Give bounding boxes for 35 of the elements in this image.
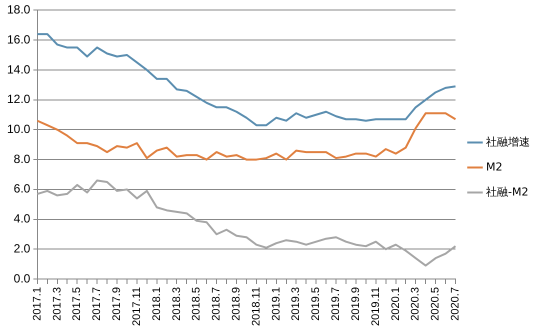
x-tick-label: 2020.1 bbox=[390, 287, 402, 321]
y-tick-label: 18.0 bbox=[6, 2, 31, 17]
x-tick-label: 2019.11 bbox=[370, 287, 382, 326]
legend-label: 社融-M2 bbox=[486, 185, 528, 198]
y-tick-label: 4.0 bbox=[14, 212, 31, 226]
x-tick-label: 2020.5 bbox=[430, 287, 442, 321]
x-tick-label: 2018.5 bbox=[190, 287, 203, 321]
x-tick-label: 2017.1 bbox=[31, 287, 44, 321]
x-tick-label: 2017.3 bbox=[51, 287, 64, 321]
x-tick-label: 2020.7 bbox=[450, 287, 462, 321]
x-tick-label: 2018.3 bbox=[170, 287, 183, 321]
x-tick-label: 2019.3 bbox=[290, 287, 302, 321]
legend-label: 社融增速 bbox=[486, 135, 530, 148]
x-tick-label: 2017.5 bbox=[71, 287, 84, 321]
y-tick-label: 10.0 bbox=[6, 122, 31, 136]
x-tick-label: 2018.11 bbox=[250, 287, 262, 326]
x-tick-label: 2018.1 bbox=[150, 287, 163, 321]
x-tick-label: 2019.5 bbox=[310, 287, 322, 321]
x-tick-label: 2019.9 bbox=[350, 287, 362, 321]
x-tick-label: 2019.1 bbox=[270, 287, 282, 321]
x-tick-label: 2017.7 bbox=[91, 287, 104, 321]
y-tick-label: 2.0 bbox=[14, 241, 31, 256]
y-tick-label: 16.0 bbox=[6, 32, 31, 46]
x-tick-label: 2018.9 bbox=[230, 287, 243, 321]
x-tick-label: 2018.7 bbox=[210, 287, 223, 321]
x-tick-label: 2017.11 bbox=[130, 287, 143, 326]
y-tick-label: 0.0 bbox=[14, 271, 31, 286]
legend-label: M2 bbox=[486, 160, 502, 174]
y-tick-label: 14.0 bbox=[6, 62, 31, 76]
x-tick-label: 2020.3 bbox=[410, 287, 422, 321]
y-tick-label: 8.0 bbox=[14, 152, 31, 166]
x-tick-label: 2019.7 bbox=[330, 287, 342, 321]
x-tick-label: 2017.9 bbox=[111, 287, 124, 321]
y-tick-label: 6.0 bbox=[14, 182, 31, 196]
y-tick-label: 12.0 bbox=[6, 92, 31, 106]
